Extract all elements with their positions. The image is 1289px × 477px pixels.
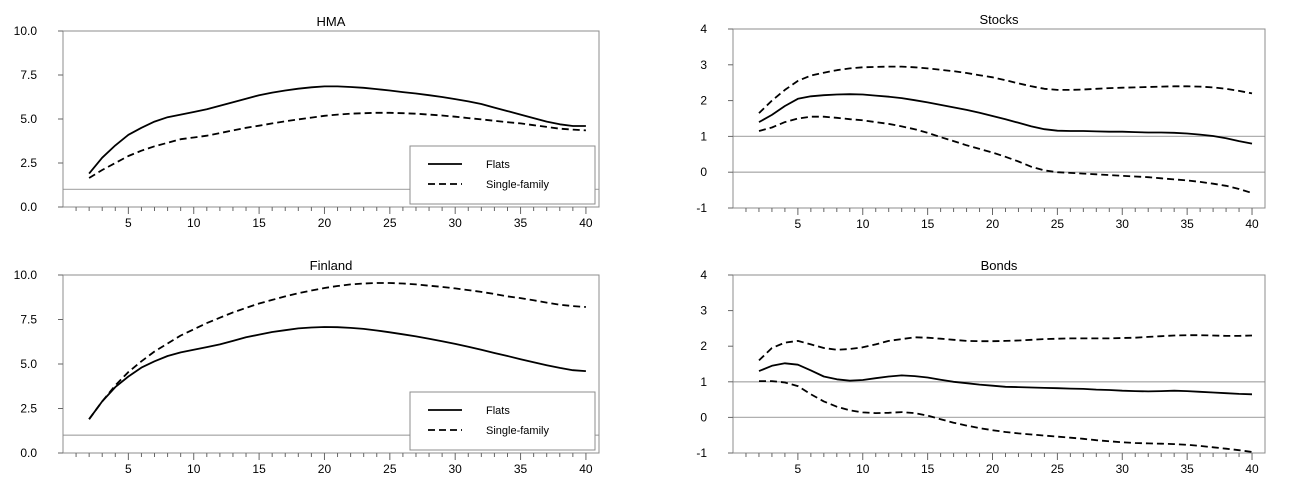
x-tick-label: 35 <box>1180 462 1194 476</box>
plot-frame <box>732 274 1266 454</box>
series-line-flats <box>88 85 586 175</box>
y-tick-label: 4 <box>700 22 707 36</box>
x-tick-label: 10 <box>187 462 201 476</box>
x-tick-label: 30 <box>1116 217 1130 231</box>
finland-title: Finland <box>310 258 353 273</box>
x-tick-label: 15 <box>252 216 266 230</box>
x-tick-label: 25 <box>1051 217 1065 231</box>
y-tick-label: -1 <box>696 201 707 215</box>
stocks-title: Stocks <box>979 12 1019 27</box>
y-tick-label: 3 <box>700 58 707 72</box>
y-tick-label: 5.0 <box>20 112 37 126</box>
y-tick-label: 10.0 <box>14 24 38 38</box>
series-line-0 <box>758 362 1253 396</box>
plot-frame <box>732 28 1266 209</box>
y-tick-label: 2 <box>700 339 707 353</box>
y-tick-label: 4 <box>700 268 707 282</box>
series-line-2 <box>759 380 1253 453</box>
x-tick-label: 5 <box>795 462 802 476</box>
x-tick-label: 25 <box>383 462 397 476</box>
x-tick-label: 40 <box>579 216 593 230</box>
x-tick-label: 30 <box>449 462 463 476</box>
y-tick-label: 0.0 <box>20 200 37 214</box>
x-tick-label: 20 <box>986 462 1000 476</box>
hma-title: HMA <box>317 14 346 29</box>
x-tick-label: 5 <box>795 217 802 231</box>
x-tick-label: 35 <box>514 462 528 476</box>
x-tick-label: 15 <box>252 462 266 476</box>
y-tick-label: 1 <box>700 375 707 389</box>
x-tick-label: 30 <box>449 216 463 230</box>
finland-legend: Flats Single-family <box>409 391 596 451</box>
legend-box <box>409 391 596 451</box>
y-tick-label: 1 <box>700 129 707 143</box>
x-tick-label: 5 <box>125 216 132 230</box>
series-line-0 <box>758 93 1253 145</box>
series-line-single-family <box>88 282 586 420</box>
bonds-title: Bonds <box>981 258 1018 273</box>
x-tick-label: 25 <box>1051 462 1065 476</box>
y-tick-label: 3 <box>700 304 707 318</box>
x-tick-label: 30 <box>1116 462 1130 476</box>
y-tick-label: 2.5 <box>20 402 37 416</box>
y-tick-label: -1 <box>696 446 707 460</box>
x-tick-label: 10 <box>187 216 201 230</box>
finland-panel: Finland 5 10 15 20 25 30 35 40 0.0 2.5 5.0 7.5 10.0 Fl… <box>14 258 600 476</box>
series-line-2 <box>758 115 1253 194</box>
x-tick-label: 15 <box>921 462 935 476</box>
legend-label: Flats <box>486 159 510 171</box>
y-tick-label: 0 <box>700 165 707 179</box>
legend-label: Single-family <box>486 425 549 437</box>
x-tick-label: 5 <box>125 462 132 476</box>
x-tick-label: 20 <box>318 462 332 476</box>
legend-label: Flats <box>486 405 510 417</box>
x-tick-label: 40 <box>1245 462 1259 476</box>
stocks-panel: Stocks 5 10 15 20 25 30 35 40 -1 0 1 2 3 4 <box>696 12 1266 231</box>
bonds-panel: Bonds 5 10 15 20 25 30 35 40 -1 0 1 2 3 4 <box>696 258 1266 476</box>
series-line-single-family <box>88 111 586 179</box>
x-tick-label: 40 <box>1245 217 1259 231</box>
hma-legend: Flats Single-family <box>409 145 596 205</box>
legend-label: Single-family <box>486 179 549 191</box>
x-tick-label: 35 <box>1180 217 1194 231</box>
x-tick-label: 10 <box>856 462 870 476</box>
x-tick-label: 20 <box>318 216 332 230</box>
x-tick-label: 20 <box>986 217 1000 231</box>
legend-box <box>409 145 596 205</box>
series-line-flats <box>88 326 586 420</box>
y-tick-label: 2.5 <box>20 156 37 170</box>
series-line-1 <box>758 334 1253 362</box>
x-tick-label: 10 <box>856 217 870 231</box>
y-tick-label: 0 <box>700 410 707 424</box>
y-tick-label: 10.0 <box>14 268 38 282</box>
x-tick-label: 25 <box>383 216 397 230</box>
hma-panel: HMA 5 10 15 20 25 30 35 40 0.0 2.5 5.0 7.5 10.0 Flats S… <box>14 14 600 230</box>
x-tick-label: 35 <box>514 216 528 230</box>
y-tick-label: 7.5 <box>20 68 37 82</box>
x-tick-label: 40 <box>579 462 593 476</box>
y-tick-label: 5.0 <box>20 357 37 371</box>
y-tick-label: 0.0 <box>20 446 37 460</box>
y-tick-label: 7.5 <box>20 313 37 327</box>
series-line-1 <box>758 65 1253 114</box>
x-tick-label: 15 <box>921 217 935 231</box>
y-tick-label: 2 <box>700 94 707 108</box>
